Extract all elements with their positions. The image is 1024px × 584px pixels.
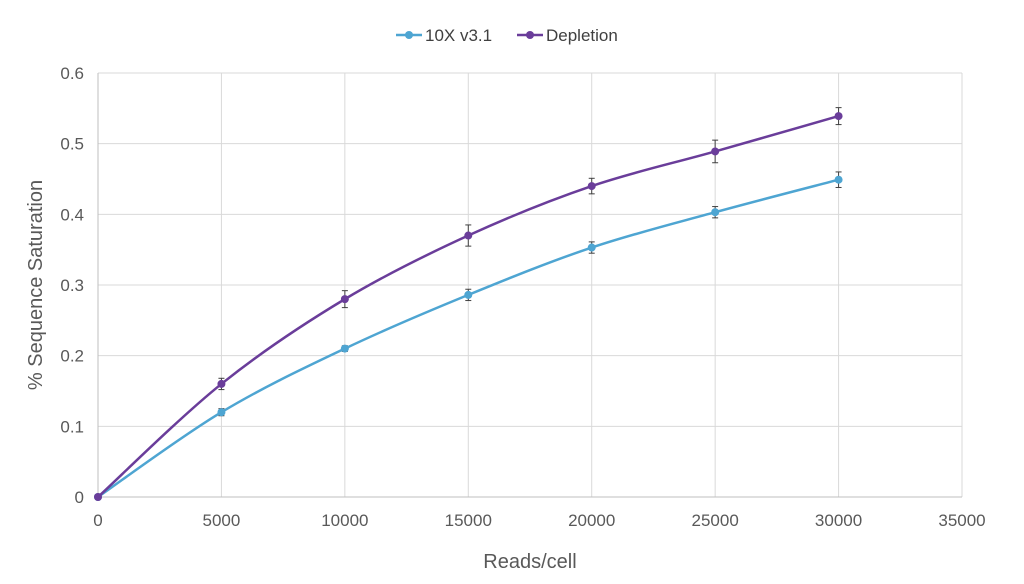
data-point: [464, 290, 473, 299]
legend-marker: [405, 31, 413, 39]
legend-item: Depletion: [517, 26, 618, 45]
y-axis-title: % Sequence Saturation: [25, 180, 47, 390]
x-tick-label: 30000: [815, 511, 862, 530]
x-axis-title: Reads/cell: [483, 551, 576, 573]
data-point: [94, 493, 102, 501]
axes: [97, 73, 962, 498]
y-tick-label: 0.2: [60, 347, 84, 366]
data-point: [711, 147, 720, 156]
gridlines: [98, 72, 963, 497]
data-point: [834, 112, 843, 121]
x-tick-label: 20000: [568, 511, 615, 530]
x-tick-label: 25000: [692, 511, 739, 530]
legend: 10X v3.1 Depletion: [396, 26, 618, 45]
data-point: [340, 344, 349, 353]
y-tick-label: 0.5: [60, 135, 84, 154]
data-point: [217, 408, 226, 417]
legend-label: 10X v3.1: [425, 26, 492, 45]
data-point: [464, 231, 473, 240]
legend-label: Depletion: [546, 26, 618, 45]
y-tick-label: 0.4: [60, 205, 84, 224]
legend-item: 10X v3.1: [396, 26, 492, 45]
x-tick-label: 0: [93, 511, 102, 530]
data-point: [217, 379, 226, 388]
data-point: [587, 243, 596, 252]
legend-marker: [526, 31, 534, 39]
data-point: [587, 182, 596, 191]
x-tick-label: 10000: [321, 511, 368, 530]
x-tick-label: 35000: [938, 511, 985, 530]
x-tick-label: 15000: [445, 511, 492, 530]
tick-labels: 0 5000 10000 15000 20000 25000 30000 35000 0 0.1 0…: [60, 64, 985, 530]
x-tick-label: 5000: [203, 511, 241, 530]
y-tick-label: 0.3: [60, 276, 84, 295]
series-lines: [94, 107, 843, 501]
y-tick-label: 0.6: [60, 64, 84, 83]
data-point: [711, 208, 720, 217]
data-point: [340, 295, 349, 304]
data-point: [834, 175, 843, 184]
series-1: [94, 107, 843, 501]
y-tick-label: 0: [75, 488, 84, 507]
y-tick-label: 0.1: [60, 417, 84, 436]
